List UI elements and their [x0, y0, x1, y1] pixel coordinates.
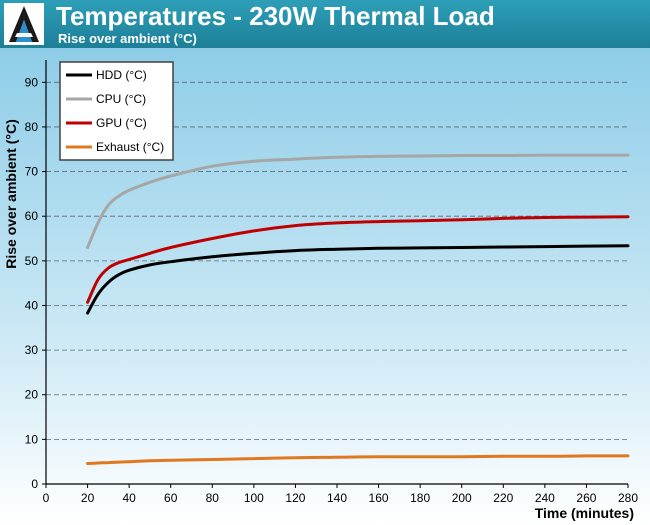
- chart-header: Temperatures - 230W Thermal Load Rise ov…: [0, 0, 650, 48]
- chart-title: Temperatures - 230W Thermal Load: [56, 1, 495, 31]
- x-tick-label: 240: [535, 491, 555, 505]
- x-tick-label: 120: [285, 491, 305, 505]
- x-tick-label: 20: [81, 491, 95, 505]
- y-tick-label: 10: [25, 432, 39, 446]
- series-line-gpu-c: [86, 215, 630, 304]
- x-tick-label: 80: [206, 491, 220, 505]
- x-tick-label: 260: [576, 491, 596, 505]
- gridlines: [46, 81, 628, 440]
- x-tick-label: 140: [327, 491, 347, 505]
- x-tick-labels: 0 20 40 60 80 100 120 140 160 180 200 220 240 260 280: [43, 491, 639, 505]
- x-tick-label: 180: [410, 491, 430, 505]
- legend-label-cpu-c: CPU (°C): [96, 92, 146, 106]
- x-tick-label: 160: [369, 491, 389, 505]
- legend-label-hdd-c: HDD (°C): [96, 68, 147, 82]
- x-tick-label: 220: [493, 491, 513, 505]
- y-tick-label: 60: [25, 209, 39, 223]
- x-tick-label: 280: [618, 491, 638, 505]
- x-tick-label: 40: [122, 491, 136, 505]
- series-line-hdd-c: [86, 244, 630, 315]
- chart-subtitle: Rise over ambient (°C): [58, 31, 197, 46]
- x-axis-title: Time (minutes): [535, 505, 634, 521]
- series-line-exhaust-c: [86, 454, 630, 465]
- x-tick-label: 0: [43, 491, 50, 505]
- y-tick-label: 50: [25, 254, 39, 268]
- line-chart: 0 10 20 30 40 50 60 70 80 90 0 20 40 60 80 100 120 140 16…: [0, 48, 650, 525]
- x-tick-label: 200: [452, 491, 472, 505]
- y-tick-label: 30: [25, 343, 39, 357]
- y-tick-labels: 0 10 20 30 40 50 60 70 80 90: [25, 75, 39, 491]
- legend-box: [59, 61, 174, 161]
- y-tick-label: 70: [25, 165, 39, 179]
- series-group: [86, 153, 630, 465]
- x-tick-label: 100: [244, 491, 264, 505]
- y-tick-label: 0: [31, 477, 38, 491]
- legend: HDD (°C) CPU (°C) GPU (°C) Exhaust (°C): [59, 61, 174, 161]
- y-tick-label: 80: [25, 120, 39, 134]
- y-tick-label: 90: [25, 75, 39, 89]
- x-tick-label: 60: [164, 491, 178, 505]
- series-line-cpu-c: [86, 153, 630, 249]
- y-tick-label: 40: [25, 298, 39, 312]
- axes: [42, 60, 629, 488]
- y-axis-title: Rise over ambient (°C): [3, 119, 19, 269]
- legend-label-gpu-c: GPU (°C): [96, 116, 147, 130]
- legend-label-exhaust-c: Exhaust (°C): [96, 140, 164, 154]
- y-tick-label: 20: [25, 388, 39, 402]
- logo-icon: [4, 3, 44, 45]
